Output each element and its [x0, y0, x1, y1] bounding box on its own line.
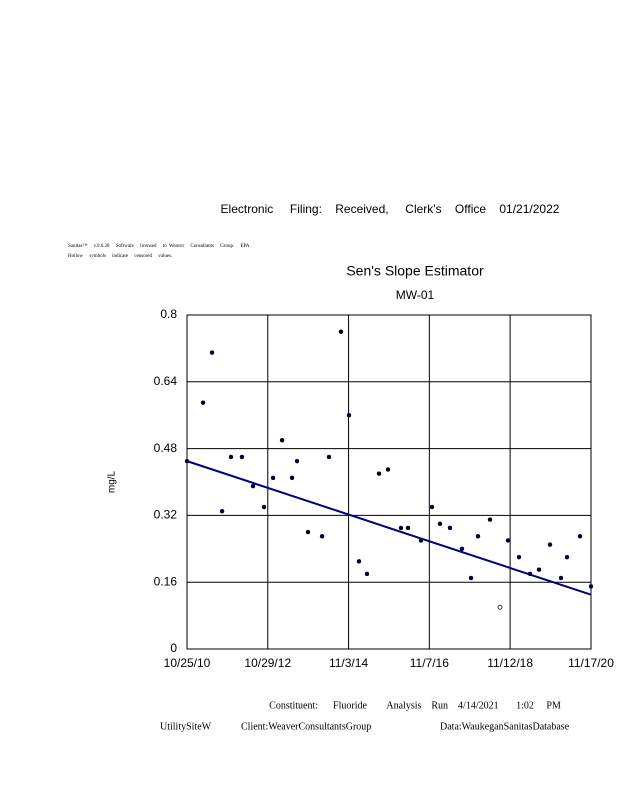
data-point: [289, 475, 295, 481]
data-point: [364, 571, 370, 577]
y-tick-label: 0.32: [154, 508, 178, 522]
data-point: [588, 584, 594, 589]
data-point: [270, 475, 276, 481]
y-tick-label: 0.64: [154, 374, 178, 388]
data-point: [326, 454, 332, 460]
data-point: [319, 534, 325, 539]
data-point: [447, 525, 453, 531]
data-point: [376, 471, 382, 476]
data-point: [200, 400, 206, 405]
data-point: [547, 542, 553, 547]
footer-client: Client:WeaverConsultantsGroup: [241, 721, 371, 732]
footer-site: UtilitySiteW: [160, 721, 212, 732]
data-point: [305, 529, 311, 535]
data-point: [564, 554, 570, 560]
data-point: [475, 534, 481, 539]
x-tick-label: 11/7/16: [410, 656, 449, 670]
data-point: [356, 559, 362, 564]
hollow-note: Hollow symbols indicate censored values.: [68, 254, 172, 259]
data-point: [184, 458, 190, 464]
footer-data: Data:WaukeganSanitasDatabase: [440, 721, 570, 732]
data-point: [536, 567, 542, 572]
x-tick-label: 11/12/18: [487, 656, 533, 670]
data-point: [405, 525, 411, 531]
y-tick-label: 0.16: [154, 574, 178, 588]
data-point: [516, 554, 522, 560]
data-point: [437, 521, 443, 526]
data-point: [527, 571, 533, 577]
data-point: [346, 412, 352, 418]
data-point: [505, 538, 511, 543]
footer-run: Constituent: Fluoride Analysis Run 4/14/…: [269, 700, 561, 711]
y-tick-label: 0: [170, 641, 177, 655]
data-point: [577, 534, 583, 539]
data-point: [487, 517, 493, 522]
data-point: [228, 454, 234, 460]
x-tick-label: 11/3/14: [329, 656, 368, 670]
chart-title: Sen's Slope Estimator: [346, 263, 484, 279]
y-tick-label: 0.8: [160, 307, 177, 321]
data-point: [261, 504, 267, 510]
plot-border: [186, 314, 592, 650]
data-point: [279, 438, 285, 443]
data-point: [219, 508, 225, 514]
data-point: [338, 329, 344, 334]
y-axis-label: mg/L: [107, 470, 118, 493]
data-point: [418, 538, 424, 543]
data-point: [398, 525, 404, 531]
data-point: [497, 604, 503, 610]
y-tick-label: 0.48: [154, 441, 178, 455]
x-tick-label: 10/25/10: [164, 656, 211, 670]
software-note: Sanitas™ v.9.6.28 Software licensed to W…: [68, 243, 250, 249]
data-point: [558, 575, 564, 581]
data-point: [209, 350, 215, 355]
data-point: [294, 458, 300, 464]
data-point: [459, 546, 465, 552]
data-point: [385, 467, 391, 472]
data-point: [468, 575, 474, 581]
x-tick-label: 11/17/20: [568, 656, 614, 670]
data-point: [250, 483, 256, 489]
chart-subtitle: MW-01: [396, 288, 435, 302]
trend-line: [186, 460, 592, 596]
x-tick-label: 10/29/12: [244, 656, 291, 670]
data-point: [239, 454, 245, 460]
data-point: [429, 504, 435, 510]
filing-stamp: Electronic Filing: Received, Clerk's Off…: [221, 202, 560, 216]
